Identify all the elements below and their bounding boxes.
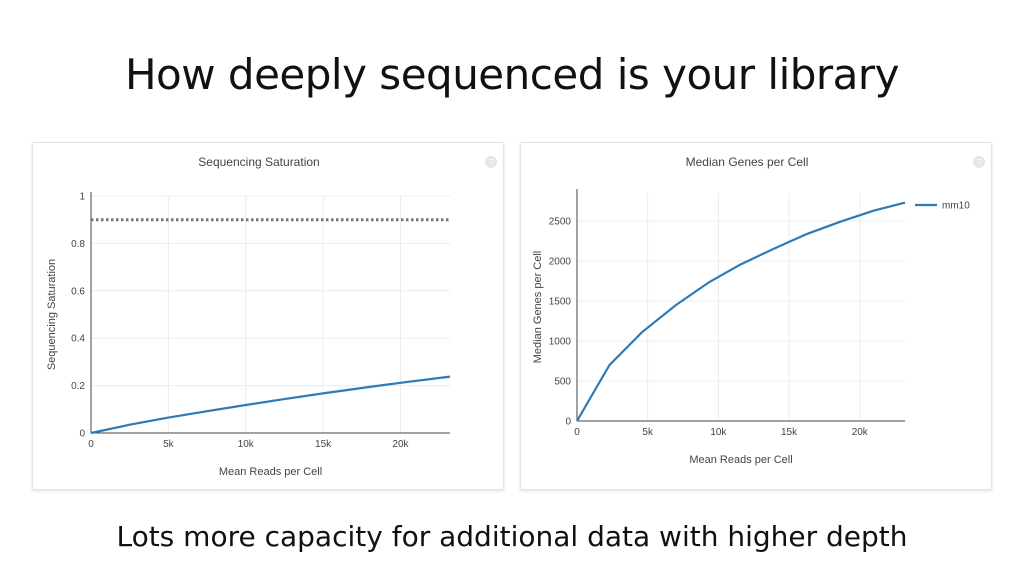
chart-title: Median Genes per Cell bbox=[686, 155, 809, 169]
y-tick-label: 0.2 bbox=[71, 381, 85, 392]
series-line bbox=[90, 375, 451, 435]
y-tick-label: 0.4 bbox=[71, 334, 85, 345]
saturation-chart-panel: Sequencing Saturation? 0 0.2 0.4 0.6 0.8 1 0 5k 1… bbox=[32, 142, 504, 490]
y-axis-label: Median Genes per Cell bbox=[532, 251, 544, 364]
slide-title: How deeply sequenced is your library bbox=[124, 50, 900, 99]
y-tick-label: 0 bbox=[565, 417, 571, 428]
x-tick-label: 15k bbox=[315, 439, 332, 450]
median-genes-chart-panel: Median Genes per Cell? 0 500 1000 1500 2000 25… bbox=[520, 142, 992, 490]
y-tick-label: 0 bbox=[79, 429, 85, 440]
y-tick-label: 2000 bbox=[549, 257, 572, 268]
help-icon-glyph: ? bbox=[488, 158, 493, 168]
y-tick-label: 1500 bbox=[549, 297, 572, 308]
series-line bbox=[576, 201, 906, 422]
y-tick-label: 0.8 bbox=[71, 239, 85, 250]
x-tick-label: 10k bbox=[238, 439, 255, 450]
chart-title: Sequencing Saturation bbox=[198, 155, 319, 169]
slide-caption: Lots more capacity for additional data w… bbox=[116, 520, 908, 553]
x-tick-label: 20k bbox=[392, 439, 409, 450]
y-axis-label: Sequencing Saturation bbox=[46, 259, 58, 370]
y-tick-label: 1 bbox=[79, 192, 85, 203]
x-tick-label: 20k bbox=[852, 427, 869, 438]
help-icon-glyph: ? bbox=[976, 158, 981, 168]
saturation-chart: Sequencing Saturation ? 0 0.2 0.4 0.6 0.8 1 0 5k 1… bbox=[46, 155, 497, 478]
x-tick-label: 5k bbox=[163, 439, 175, 450]
x-tick-label: 0 bbox=[574, 427, 580, 438]
x-axis-label: Mean Reads per Cell bbox=[219, 466, 322, 478]
legend-label: mm10 bbox=[942, 201, 970, 212]
median-genes-chart: Median Genes per Cell ? 0 500 1000 1500 2000 25… bbox=[532, 155, 985, 466]
y-tick-label: 2500 bbox=[549, 217, 572, 228]
x-axis-label: Mean Reads per Cell bbox=[689, 454, 792, 466]
x-tick-label: 5k bbox=[642, 427, 654, 438]
y-tick-label: 500 bbox=[554, 377, 571, 388]
y-tick-label: 0.6 bbox=[71, 286, 85, 297]
help-icon bbox=[485, 156, 497, 168]
x-tick-label: 15k bbox=[781, 427, 798, 438]
x-tick-label: 10k bbox=[710, 427, 727, 438]
help-icon bbox=[973, 156, 985, 168]
y-tick-label: 1000 bbox=[549, 337, 572, 348]
x-tick-label: 0 bbox=[88, 439, 94, 450]
